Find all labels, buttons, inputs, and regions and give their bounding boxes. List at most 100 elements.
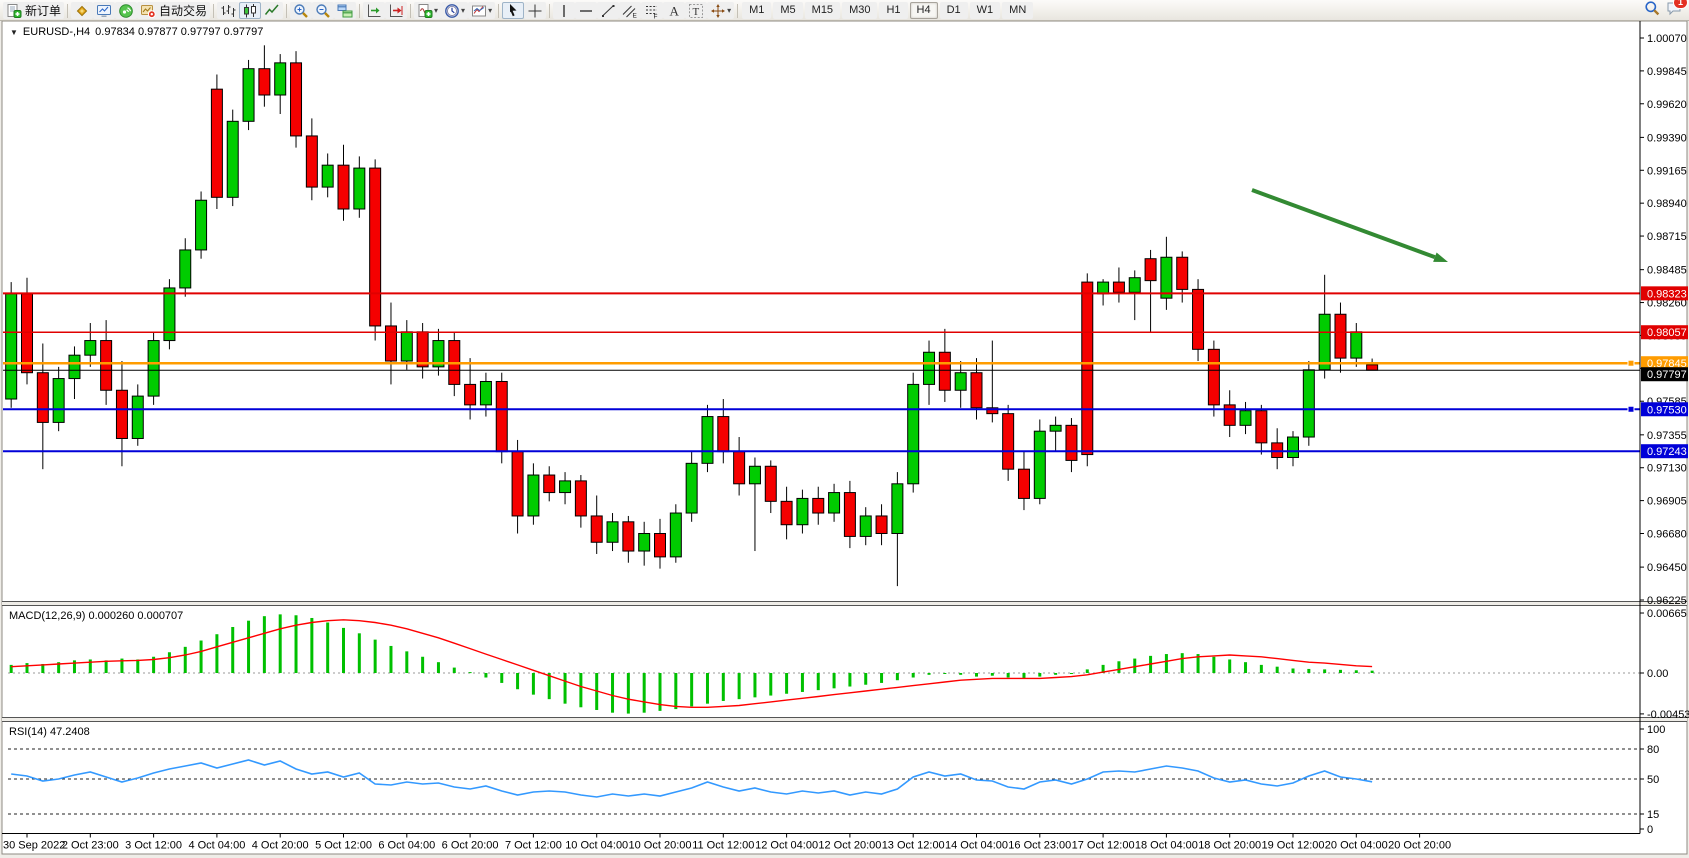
candle-body	[1033, 430, 1046, 499]
time-axis-label: 5 Oct 12:00	[315, 840, 372, 852]
timeframe-mn-button[interactable]: MN	[1002, 2, 1034, 19]
candle	[305, 118, 318, 201]
candle-body	[210, 88, 223, 198]
candle-body	[337, 164, 350, 210]
candle-body	[986, 407, 999, 415]
toolbar: 新订单 自动交易 ▾ ▾ ▾ E F A T ▾ M1 M5 M15 M30 H1 H4 D1 W1 MN 1	[0, 0, 1689, 21]
timeframe-m1-button[interactable]: M1	[742, 2, 772, 19]
toolbar-terminal-button[interactable]	[93, 2, 116, 19]
candle	[780, 486, 793, 540]
hline-handle[interactable]	[1627, 405, 1635, 413]
toolbar-chart-line-button[interactable]	[261, 2, 284, 19]
macd-bar	[642, 673, 646, 713]
candle-body	[511, 451, 524, 517]
candle-body	[1176, 256, 1189, 290]
toolbar-zoom-out-button[interactable]	[312, 2, 335, 19]
toolbar-chart-bars-button[interactable]	[217, 2, 240, 19]
macd-bar	[136, 659, 140, 673]
toolbar-metaquotes-button[interactable]	[71, 2, 94, 19]
toolbar-vline-button[interactable]	[553, 2, 576, 19]
toolbar-chart-candles-button[interactable]	[239, 2, 262, 19]
candle	[210, 74, 223, 210]
toolbar-arrows-button[interactable]: ▾	[707, 2, 735, 19]
toolbar-trendline-button[interactable]	[597, 2, 620, 19]
candle-body	[717, 416, 730, 453]
macd-bar	[611, 673, 615, 713]
price-tick-label: 0.97130	[1647, 463, 1687, 475]
macd-bar	[674, 673, 678, 710]
macd-bar	[1291, 668, 1295, 673]
timeframe-h1-button[interactable]: H1	[879, 2, 908, 19]
tile-windows-icon	[337, 4, 353, 17]
toolbar-channel-button[interactable]: E	[619, 2, 642, 19]
candle-body	[100, 340, 113, 391]
panel-separator[interactable]	[2, 717, 1687, 722]
toolbar-autoscroll-button[interactable]	[363, 2, 386, 19]
toolbar-zoom-in-button[interactable]	[290, 2, 313, 19]
toolbar-crosshair-button[interactable]	[524, 2, 547, 19]
macd-bar	[1117, 661, 1121, 673]
trend-arrow-annotation[interactable]	[1251, 188, 1448, 262]
metaquotes-icon	[76, 5, 88, 16]
candle	[891, 472, 904, 587]
candle-body	[543, 474, 556, 494]
macd-bar	[895, 673, 899, 681]
macd-bar	[389, 645, 393, 673]
macd-bar	[1259, 664, 1263, 673]
toolbar-periods-button[interactable]: ▾	[441, 2, 469, 19]
candle	[242, 59, 255, 131]
toolbar-tile-windows-button[interactable]	[334, 2, 357, 19]
macd-bar	[1307, 668, 1311, 673]
toolbar-text-button[interactable]: A	[663, 2, 686, 19]
toolbar-chart-shift-button[interactable]	[385, 2, 408, 19]
toolbar-text-label-button[interactable]: T	[685, 2, 708, 19]
timeframe-m5-button[interactable]: M5	[773, 2, 803, 19]
toolbar-cursor-button[interactable]	[502, 2, 525, 19]
candle-body	[147, 340, 160, 397]
chevron-down-icon[interactable]: ▼	[10, 27, 18, 37]
chat-button[interactable]: 1	[1666, 0, 1688, 21]
macd-bar	[484, 673, 488, 678]
price-tick-label: 0.96680	[1647, 528, 1687, 540]
timeframe-d1-button[interactable]: D1	[939, 2, 968, 19]
candle-body	[369, 167, 382, 327]
price-tick-label: 0.98260	[1647, 298, 1687, 310]
candle-body	[1065, 424, 1078, 461]
toolbar-templates-button[interactable]: ▾	[468, 2, 496, 19]
candle	[527, 463, 540, 525]
macd-bar	[1370, 670, 1374, 673]
candle-body	[812, 497, 825, 514]
macd-bar	[1069, 673, 1073, 674]
candle	[923, 340, 936, 405]
toolbar-indicators-button[interactable]: ▾	[414, 2, 442, 19]
search-button[interactable]	[1644, 0, 1660, 21]
candle	[1271, 428, 1284, 470]
candle-body	[685, 462, 698, 514]
candle-body	[622, 521, 635, 552]
toolbar-fibonacci-button[interactable]: F	[641, 2, 664, 19]
timeframe-m30-button[interactable]: M30	[842, 2, 878, 19]
candle	[828, 483, 841, 522]
timeframe-w1-button[interactable]: W1	[969, 2, 1001, 19]
candle	[1223, 390, 1236, 438]
svg-text:0.98323: 0.98323	[1647, 288, 1687, 300]
macd-tick-label: 0.00665	[1647, 608, 1687, 620]
time-axis-label: 12 Oct 20:00	[818, 840, 881, 852]
candle-body	[1160, 256, 1173, 299]
trendline-icon	[602, 4, 615, 17]
hline-handle[interactable]	[1627, 359, 1635, 367]
toolbar-signal-button[interactable]	[115, 2, 138, 19]
panel-separator[interactable]	[2, 601, 1687, 606]
timeframe-m15-button[interactable]: M15	[804, 2, 841, 19]
candle-body	[179, 249, 192, 289]
toolbar-hline-button[interactable]	[575, 2, 598, 19]
macd-bar	[294, 615, 298, 673]
toolbar-new-order-button[interactable]: 新订单	[3, 2, 65, 19]
timeframe-h4-button[interactable]: H4	[909, 2, 938, 19]
candle-body	[828, 492, 841, 514]
candle	[654, 518, 666, 569]
toolbar-autotrade-button[interactable]: 自动交易	[137, 2, 211, 19]
candle-body	[131, 395, 144, 439]
